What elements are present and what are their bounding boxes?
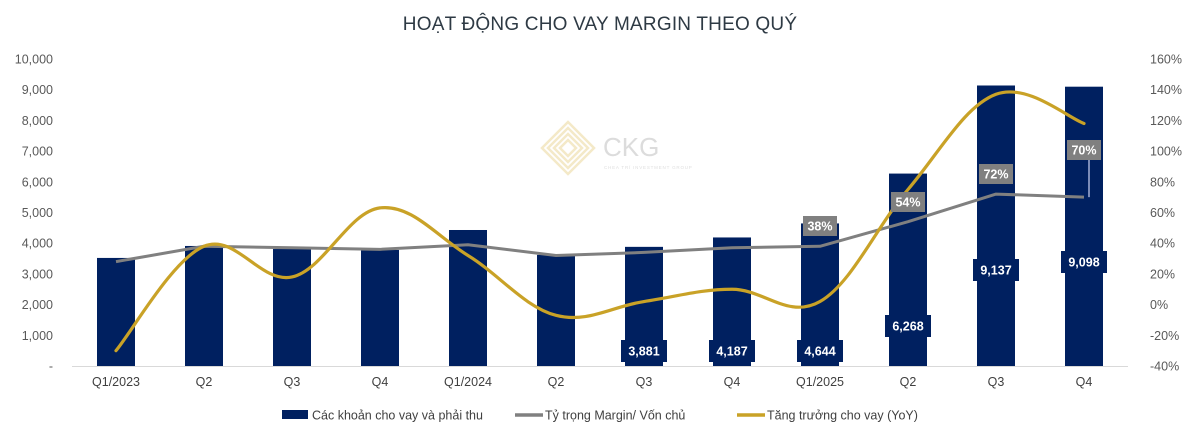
- right-axis-tick: 20%: [1150, 267, 1175, 281]
- right-axis-tick: 140%: [1150, 83, 1182, 97]
- bar: [449, 229, 487, 366]
- bar-value-label-box: [709, 340, 755, 362]
- x-axis-label: Q2: [196, 375, 213, 389]
- x-axis-label: Q4: [724, 375, 741, 389]
- right-axis-tick: 0%: [1150, 298, 1168, 312]
- pct-label: 54%: [895, 196, 920, 210]
- loan-growth-line: [114, 90, 1086, 353]
- x-axis-label: Q3: [636, 375, 653, 389]
- x-axis-label: Q2: [900, 375, 917, 389]
- bar-series: [97, 85, 1103, 366]
- x-axis-label: Q1/2025: [796, 375, 844, 389]
- legend: Các khoản cho vay và phải thu Tỷ trọng Ma…: [282, 409, 918, 423]
- left-axis-tick: 8,000: [22, 114, 53, 128]
- right-axis: 160% 140% 120% 100% 80% 60% 40% 20% 0% -20% -40%: [1150, 53, 1182, 374]
- watermark-diamond-icon: [552, 132, 584, 164]
- bar-value-label-box: [1061, 251, 1107, 273]
- bar: [273, 249, 311, 366]
- chart-title: HOẠT ĐỘNG CHO VAY MARGIN THEO QUÝ: [402, 14, 798, 35]
- left-axis-tick: 3,000: [22, 267, 53, 281]
- bar-value-label-box: [973, 259, 1019, 281]
- bar-value-label: 3,881: [628, 345, 659, 359]
- legend-label: Tăng trưởng cho vay (YoY): [767, 409, 918, 423]
- right-axis-tick: -40%: [1150, 360, 1179, 374]
- watermark-logo: CKG CHEA TRÍ INVESTMENT GROUP: [540, 120, 693, 176]
- bar-value-label: 9,098: [1068, 256, 1099, 270]
- left-axis-tick: 9,000: [22, 83, 53, 97]
- bar-value-label: 9,137: [980, 264, 1011, 278]
- watermark-diamond-icon: [540, 120, 596, 176]
- right-axis-tick: 40%: [1150, 237, 1175, 251]
- bar: [185, 245, 223, 366]
- right-axis-tick: 120%: [1150, 114, 1182, 128]
- right-axis-tick: 160%: [1150, 53, 1182, 67]
- bar-value-label-box: [797, 340, 843, 362]
- bar: [97, 257, 135, 366]
- left-axis-tick: 2,000: [22, 298, 53, 312]
- bar-value-label: 4,187: [716, 345, 747, 359]
- pct-label: 70%: [1071, 144, 1096, 158]
- x-axis-label: Q1/2024: [444, 375, 492, 389]
- right-axis-tick: -20%: [1150, 329, 1179, 343]
- left-axis-tick: 10,000: [15, 53, 53, 67]
- left-axis-tick: 7,000: [22, 145, 53, 159]
- bar: [1065, 86, 1103, 366]
- left-axis-tick: -: [49, 360, 53, 374]
- data-labels: 3,881 4,187 4,644 6,268 9,137 9,098 38% 54% 72% 7…: [621, 140, 1107, 362]
- watermark-diamond-icon: [546, 126, 590, 170]
- legend-label: Tỷ trọng Margin/ Vốn chủ: [545, 409, 685, 423]
- bar-value-label: 4,644: [804, 345, 835, 359]
- watermark-diamond-icon: [558, 138, 578, 158]
- right-axis-tick: 100%: [1150, 145, 1182, 159]
- bar-value-label-box: [621, 340, 667, 362]
- pct-label-box: [979, 164, 1013, 184]
- left-axis: 10,000 9,000 8,000 7,000 6,000 5,000 4,000 3,00…: [15, 53, 53, 374]
- x-axis-label: Q4: [1076, 375, 1093, 389]
- bar-value-label-box: [885, 315, 931, 337]
- right-axis-tick: 80%: [1150, 175, 1175, 189]
- x-axis: Q1/2023 Q2 Q3 Q4 Q1/2024 Q2 Q3 Q4 Q1/2025 Q2 Q3 Q4: [72, 366, 1128, 389]
- pct-label-box: [803, 216, 837, 236]
- bar: [977, 85, 1015, 366]
- x-axis-label: Q3: [988, 375, 1005, 389]
- margin-ratio-line: [115, 192, 1085, 264]
- right-axis-tick: 60%: [1150, 206, 1175, 220]
- left-axis-tick: 6,000: [22, 175, 53, 189]
- x-axis-label: Q2: [548, 375, 565, 389]
- left-axis-tick: 4,000: [22, 237, 53, 251]
- pct-label: 72%: [983, 168, 1008, 182]
- pct-label-box: [1067, 140, 1101, 160]
- x-axis-label: Q3: [284, 375, 301, 389]
- left-axis-tick: 5,000: [22, 206, 53, 220]
- x-axis-label: Q4: [372, 375, 389, 389]
- line-series: [114, 90, 1086, 353]
- x-axis-label: Q1/2023: [92, 375, 140, 389]
- legend-bar-swatch: [282, 410, 308, 419]
- legend-label: Các khoản cho vay và phải thu: [312, 409, 483, 423]
- pct-label-box: [891, 192, 925, 212]
- watermark-tagline: CHEA TRÍ INVESTMENT GROUP: [604, 164, 693, 170]
- watermark-brand: CKG: [603, 132, 659, 162]
- pct-label: 38%: [807, 220, 832, 234]
- bar: [361, 249, 399, 366]
- left-axis-tick: 1,000: [22, 329, 53, 343]
- bar-value-label: 6,268: [892, 320, 923, 334]
